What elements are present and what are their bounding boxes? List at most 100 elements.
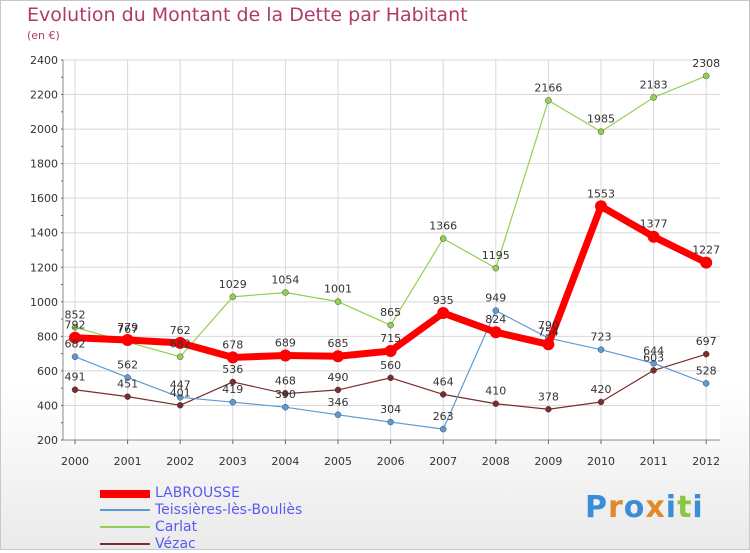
data-point [702, 350, 710, 358]
data-label: 754 [538, 325, 559, 338]
x-tick-label: 2004 [271, 455, 299, 468]
data-point [387, 418, 394, 426]
data-point [650, 360, 657, 367]
data-label: 1054 [271, 273, 299, 286]
data-label: 491 [65, 371, 86, 384]
data-label: 1377 [640, 218, 668, 231]
data-label: 1227 [692, 244, 720, 257]
data-label: 1366 [429, 220, 457, 233]
data-point [334, 386, 342, 394]
x-tick-label: 2008 [482, 455, 510, 468]
x-tick-label: 2007 [429, 455, 457, 468]
data-label: 1553 [587, 187, 615, 200]
data-label: 562 [117, 358, 138, 371]
data-point [71, 324, 79, 331]
data-point [71, 386, 79, 393]
legend-swatch [100, 490, 150, 498]
data-point [492, 307, 500, 314]
data-point [282, 289, 289, 296]
data-point [176, 353, 184, 360]
data-label: 536 [222, 363, 243, 376]
y-tick-label: 2400 [30, 54, 58, 67]
chart-title: Evolution du Montant de la Dette par Hab… [27, 4, 468, 26]
data-point [545, 97, 552, 104]
data-point [702, 72, 710, 80]
data-point [279, 349, 292, 362]
data-label: 792 [65, 319, 86, 332]
data-point [650, 94, 657, 101]
x-tick-label: 2009 [534, 455, 562, 468]
data-label: 378 [538, 390, 559, 403]
data-label: 2308 [692, 57, 720, 70]
y-tick-label: 800 [37, 330, 58, 343]
data-label: 779 [117, 321, 138, 334]
data-point [124, 374, 131, 381]
data-point [176, 394, 184, 401]
plot-area [63, 60, 720, 440]
x-tick-label: 2005 [324, 455, 352, 468]
data-point [437, 307, 450, 320]
legend-label: Teissières-lès-Bouliès [155, 502, 303, 518]
x-tick-label: 2011 [640, 455, 668, 468]
legend-label: Carlat [155, 519, 198, 535]
data-label: 419 [222, 383, 243, 396]
x-tick-label: 2003 [219, 455, 247, 468]
x-tick-label: 2002 [166, 455, 194, 468]
data-point [124, 393, 131, 400]
data-point [332, 350, 344, 363]
data-label: 682 [65, 338, 86, 351]
data-point [69, 331, 81, 344]
data-point [597, 346, 605, 353]
data-label: 723 [591, 331, 612, 344]
data-label: 468 [275, 375, 296, 388]
y-tick-label: 600 [37, 365, 58, 378]
data-point [647, 230, 660, 243]
data-point [545, 406, 552, 413]
y-tick-label: 2200 [30, 89, 58, 102]
y-tick-label: 1800 [30, 158, 58, 171]
data-label: 464 [433, 375, 454, 388]
y-tick-label: 2000 [30, 123, 58, 136]
data-point [229, 398, 237, 406]
x-tick-label: 2001 [114, 455, 142, 468]
data-point [542, 338, 555, 351]
data-point [176, 402, 184, 409]
legend-swatch [100, 509, 150, 511]
data-point [439, 391, 447, 398]
data-point [334, 298, 342, 305]
y-tick-label: 1400 [30, 227, 58, 240]
data-point [439, 235, 447, 242]
data-point [226, 351, 239, 364]
y-tick-label: 1200 [30, 261, 58, 274]
data-label: 401 [170, 386, 191, 399]
data-point [121, 333, 134, 346]
data-label: 490 [328, 371, 349, 384]
data-point [702, 380, 710, 387]
legend-swatch [100, 543, 150, 545]
y-tick-label: 1000 [30, 296, 58, 309]
x-tick-label: 2006 [377, 455, 405, 468]
data-point [492, 400, 500, 407]
data-label: 1029 [219, 278, 247, 291]
data-point [492, 264, 500, 272]
data-point [174, 336, 187, 349]
data-label: 304 [380, 403, 401, 416]
proxiti-logo: Proxiti [585, 490, 704, 525]
data-point [597, 128, 605, 135]
x-tick-label: 2010 [587, 455, 615, 468]
data-label: 390 [275, 388, 296, 401]
data-label: 451 [117, 378, 138, 391]
data-label: 346 [328, 396, 349, 409]
data-point [384, 345, 397, 358]
data-label: 2166 [534, 81, 562, 94]
data-point [387, 374, 394, 382]
legend-label: Vézac [155, 536, 196, 552]
data-point [700, 256, 713, 269]
y-tick-label: 200 [37, 434, 58, 447]
data-label: 697 [696, 335, 717, 348]
data-label: 410 [485, 385, 506, 398]
data-label: 447 [170, 378, 191, 391]
data-label: 824 [485, 313, 506, 326]
legend-label: LABROUSSE [155, 485, 240, 501]
